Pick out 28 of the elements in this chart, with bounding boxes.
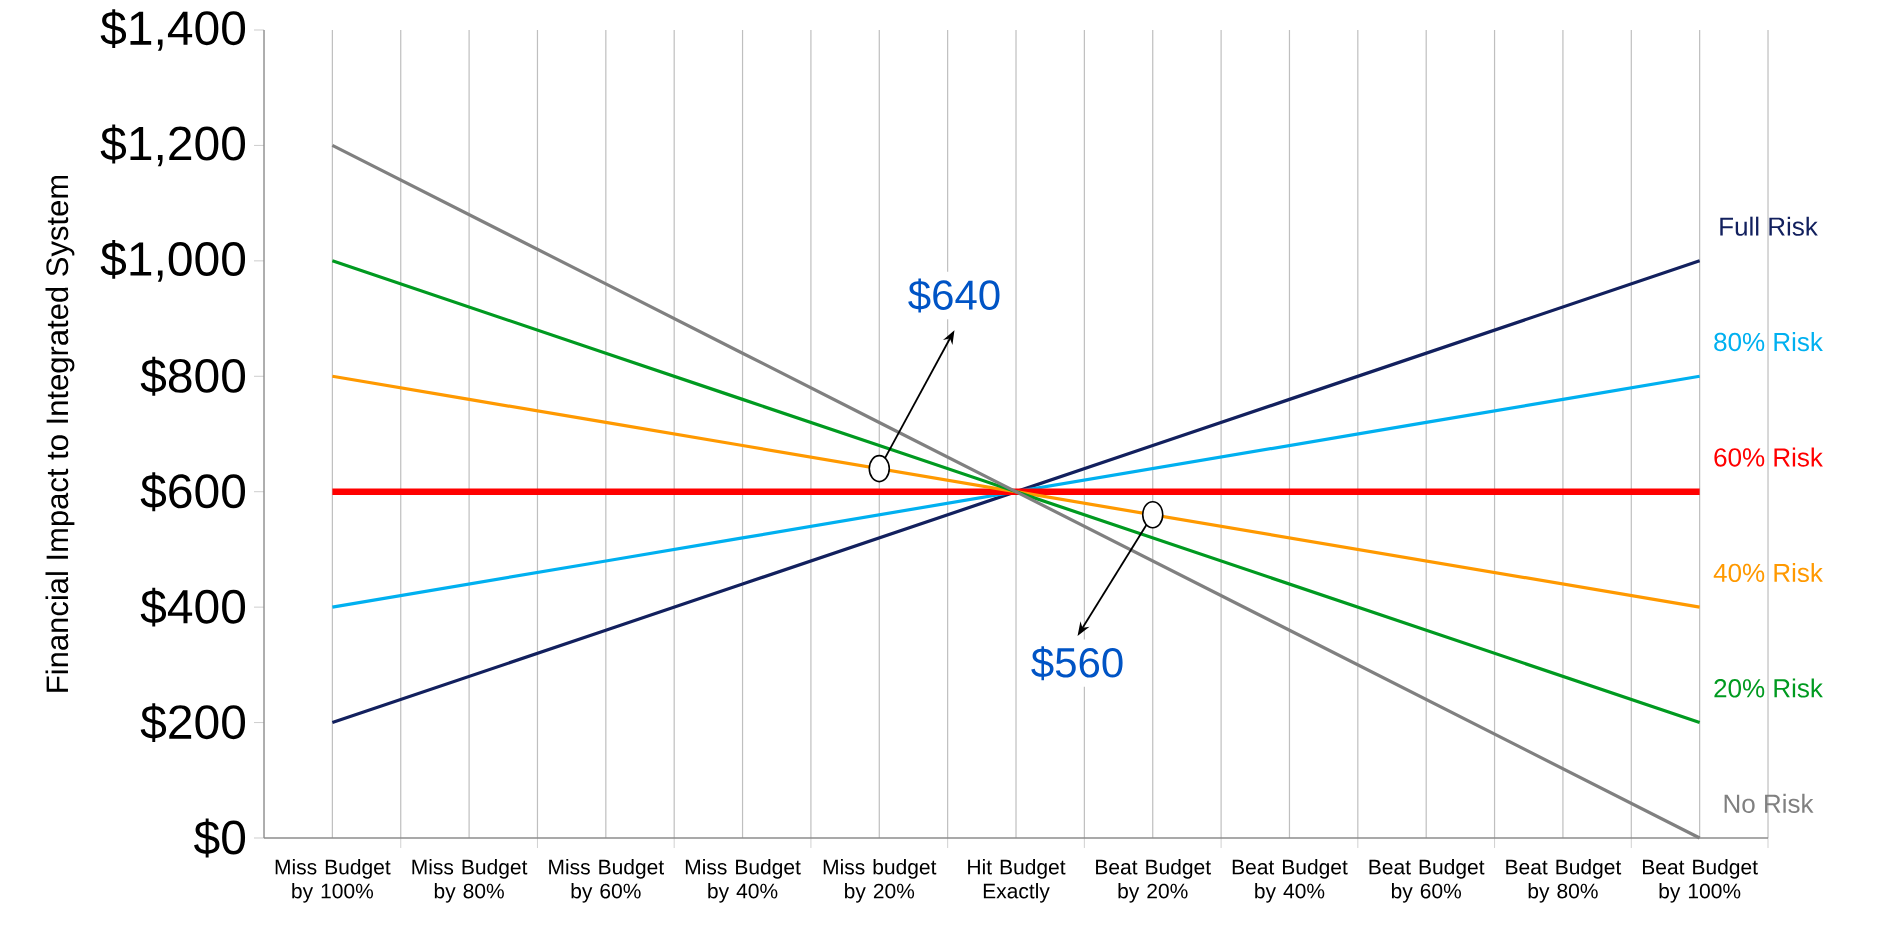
y-tick-label: $400 bbox=[140, 587, 246, 627]
x-tick-label: Miss Budget by 60% bbox=[549, 859, 664, 903]
series-label: 20% Risk bbox=[1714, 678, 1823, 698]
x-tick-label: Miss Budget by 80% bbox=[412, 859, 528, 903]
x-tick-label: Miss Budget by 100% bbox=[275, 859, 391, 903]
x-tick-label: Beat Budget by 80% bbox=[1506, 859, 1622, 903]
y-tick-label: $1,400 bbox=[100, 9, 246, 51]
x-tick-label: Miss Budget by 40% bbox=[685, 859, 801, 903]
series-label: 60% Risk bbox=[1714, 447, 1823, 467]
y-tick-label: $600 bbox=[140, 472, 246, 512]
y-tick-label: $800 bbox=[140, 356, 246, 396]
series-label: 80% Risk bbox=[1714, 332, 1823, 352]
y-axis-title: Financial Impact to Integrated System bbox=[45, 175, 75, 692]
annotation: $640 bbox=[908, 278, 1000, 313]
y-tick-label: $1,000 bbox=[100, 240, 246, 282]
series-label: Full Risk bbox=[1720, 216, 1818, 236]
y-tick-label: $200 bbox=[140, 703, 246, 742]
x-tick-label: Miss budget by 20% bbox=[823, 859, 937, 903]
series-label: 40% Risk bbox=[1713, 562, 1823, 583]
x-tick-label: Beat Budget by 20% bbox=[1096, 859, 1211, 903]
y-tick-label: $0 bbox=[194, 818, 246, 858]
series-label: No Risk bbox=[1724, 793, 1814, 813]
x-tick-label: Hit Budget Exactly bbox=[968, 859, 1066, 903]
x-tick-label: Beat Budget by 40% bbox=[1232, 859, 1348, 903]
y-tick-label: $1,200 bbox=[100, 124, 246, 167]
x-tick-label: Beat Budget by 100% bbox=[1643, 859, 1758, 903]
x-tick-label: Beat Budget by 60% bbox=[1369, 859, 1485, 903]
annotation: $560 bbox=[1031, 646, 1123, 681]
